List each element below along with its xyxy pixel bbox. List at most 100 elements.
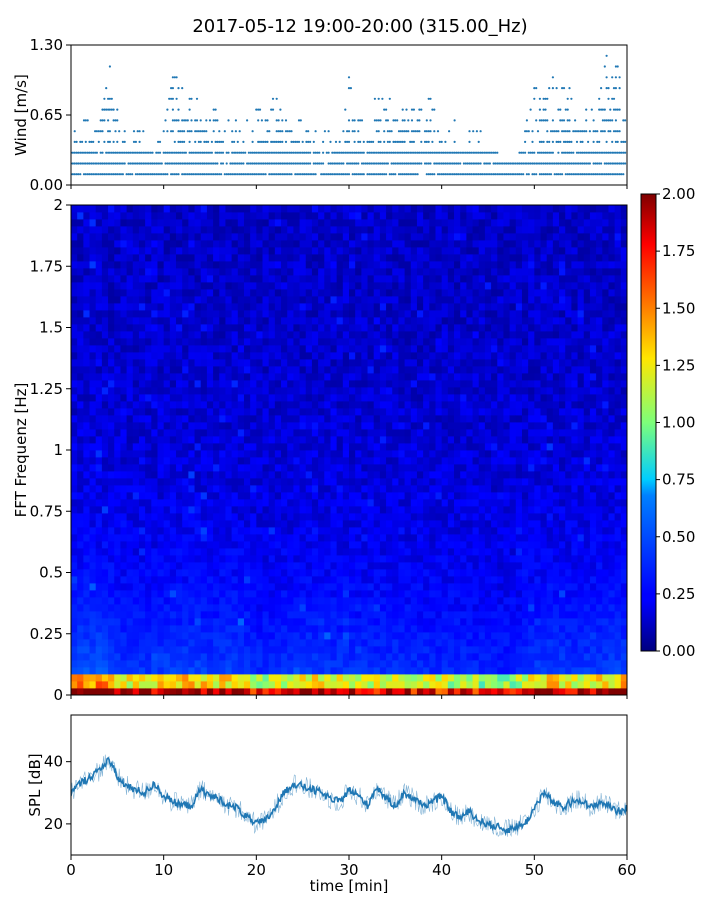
wind-point — [166, 173, 168, 175]
spectrogram-cell — [318, 513, 325, 520]
spectrogram-cell — [287, 282, 294, 289]
spectrogram-cell — [151, 296, 158, 303]
spectrogram-cell — [182, 681, 189, 688]
wind-point — [103, 141, 105, 143]
spectrogram-cell — [232, 632, 239, 639]
spectrogram-cell — [195, 562, 202, 569]
spectrogram-cell — [77, 534, 84, 541]
spectrogram-cell — [386, 254, 393, 261]
spectrogram-cell — [151, 576, 158, 583]
spectrogram-cell — [108, 205, 115, 212]
spectrogram-cell — [71, 212, 78, 219]
spectrogram-cell — [151, 492, 158, 499]
spectrogram-cell — [120, 674, 127, 681]
spectrogram-cell — [361, 541, 368, 548]
spectrogram-cell — [275, 345, 282, 352]
spectrogram-cell — [71, 478, 78, 485]
wind-point — [179, 130, 181, 132]
wind-point — [109, 98, 111, 100]
wind-point — [467, 162, 469, 164]
spectrogram-cell — [83, 212, 90, 219]
spectrogram-cell — [380, 401, 387, 408]
wind-point — [101, 119, 103, 121]
spectrogram-cell — [108, 261, 115, 268]
spectrogram-cell — [250, 688, 257, 695]
spectrogram-cell — [355, 247, 362, 254]
spectrogram-cell — [386, 233, 393, 240]
wind-point — [203, 141, 205, 143]
spectrogram-cell — [343, 499, 350, 506]
spectrogram-cell — [324, 275, 331, 282]
spectrogram-cell — [170, 534, 177, 541]
spectrogram-cell — [201, 219, 208, 226]
spectrogram-cell — [96, 443, 103, 450]
spectrogram-cell — [293, 310, 300, 317]
spectrogram-cell — [133, 443, 140, 450]
wind-point — [568, 162, 570, 164]
spectrogram-cell — [368, 604, 375, 611]
spectrogram-cell — [83, 597, 90, 604]
wind-point — [366, 141, 368, 143]
spectrogram-cell — [182, 212, 189, 219]
spectrogram-cell — [176, 653, 183, 660]
spectrogram-cell — [71, 618, 78, 625]
spectrogram-cell — [127, 345, 134, 352]
spectrogram-cell — [244, 457, 251, 464]
wind-point — [359, 119, 361, 121]
spectrogram-cell — [337, 471, 344, 478]
spectrogram-cell — [139, 443, 146, 450]
spectrogram-cell — [120, 247, 127, 254]
spectrogram-cell — [281, 366, 288, 373]
spectrogram-cell — [238, 303, 245, 310]
spectrogram-cell — [207, 219, 214, 226]
spectrogram-cell — [256, 590, 263, 597]
spectrogram-cell — [330, 268, 337, 275]
spectrogram-cell — [275, 492, 282, 499]
spectrogram-cell — [281, 296, 288, 303]
spectrogram-cell — [139, 303, 146, 310]
spectrogram-cell — [244, 212, 251, 219]
spectrogram-cell — [188, 394, 195, 401]
spectrogram-cell — [275, 667, 282, 674]
spectrogram-cell — [386, 506, 393, 513]
spectrogram-cell — [201, 303, 208, 310]
spectrogram-cell — [343, 625, 350, 632]
spectrogram-cell — [392, 681, 399, 688]
spectrogram-cell — [195, 422, 202, 429]
spectrogram-cell — [188, 436, 195, 443]
spectrogram-cell — [324, 527, 331, 534]
spectrogram-cell — [225, 632, 232, 639]
spectrogram-cell — [318, 226, 325, 233]
spectrogram-cell — [145, 436, 152, 443]
spectrogram-cell — [349, 541, 356, 548]
spectrogram-cell — [120, 394, 127, 401]
spectrogram-cell — [182, 611, 189, 618]
spectrogram-cell — [108, 499, 115, 506]
spectrogram-cell — [77, 254, 84, 261]
spectrogram-cell — [195, 352, 202, 359]
spectrogram-cell — [120, 520, 127, 527]
spectrogram-cell — [337, 436, 344, 443]
spectrogram-cell — [337, 380, 344, 387]
spectrogram-cell — [71, 534, 78, 541]
spectrogram-cell — [102, 660, 109, 667]
spectrogram-cell — [244, 674, 251, 681]
spectrogram-cell — [386, 590, 393, 597]
spectrogram-cell — [145, 345, 152, 352]
spectrogram-cell — [392, 457, 399, 464]
spectrogram-cell — [386, 534, 393, 541]
wind-point — [290, 162, 292, 164]
spectrogram-cell — [201, 338, 208, 345]
spectrogram-cell — [306, 254, 313, 261]
spectrogram-cell — [318, 401, 325, 408]
spectrogram-cell — [269, 373, 276, 380]
spectrogram-cell — [102, 520, 109, 527]
spectrogram-cell — [219, 303, 226, 310]
spectrogram-cell — [374, 205, 381, 212]
spectrogram-cell — [238, 527, 245, 534]
spectrogram-cell — [244, 366, 251, 373]
spectrogram-cell — [201, 443, 208, 450]
spectrogram-cell — [250, 639, 257, 646]
spectrogram-cell — [120, 387, 127, 394]
spectrogram-cell — [225, 401, 232, 408]
